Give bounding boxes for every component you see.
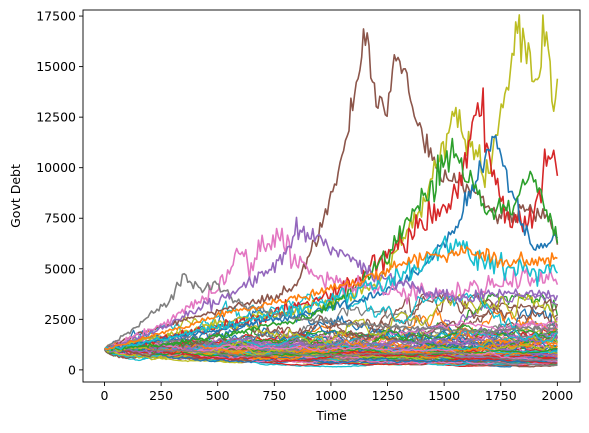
x-tick-label: 1000 bbox=[315, 388, 347, 403]
y-tick-label: 0 bbox=[68, 362, 76, 377]
highlighted-series-line bbox=[104, 137, 559, 352]
highlighted-series-line bbox=[103, 272, 559, 351]
y-tick-label: 2500 bbox=[44, 312, 76, 327]
y-tick-label: 5000 bbox=[44, 261, 76, 276]
y-tick-label: 10000 bbox=[36, 160, 76, 175]
x-axis-label: Time bbox=[315, 408, 347, 423]
x-tick-label: 1750 bbox=[485, 388, 517, 403]
highlighted-series-line bbox=[104, 28, 559, 350]
series-line bbox=[104, 294, 558, 358]
y-axis-label: Govt Debt bbox=[8, 164, 23, 228]
highlighted-series-line bbox=[104, 245, 558, 351]
series-line bbox=[104, 340, 558, 363]
x-tick-label: 500 bbox=[206, 388, 230, 403]
highlighted-series-line bbox=[104, 14, 559, 352]
tick-layer: 0 250 500 750 1000 1250 1500 1750 2000 0 2500 5000 7… bbox=[36, 9, 573, 403]
x-tick-label: 1250 bbox=[372, 388, 404, 403]
x-tick-label: 0 bbox=[101, 388, 109, 403]
highlighted-series-line bbox=[103, 235, 559, 351]
y-tick-label: 12500 bbox=[36, 110, 76, 125]
y-tick-label: 17500 bbox=[36, 9, 76, 24]
x-tick-label: 250 bbox=[149, 388, 173, 403]
x-tick-label: 750 bbox=[262, 388, 286, 403]
highlighted-series-line bbox=[104, 216, 559, 351]
plot-frame bbox=[82, 9, 581, 383]
y-tick-label: 7500 bbox=[44, 211, 76, 226]
y-tick-label: 15000 bbox=[36, 59, 76, 74]
series-line bbox=[104, 347, 558, 358]
x-tick-label: 2000 bbox=[541, 388, 573, 403]
series-line bbox=[104, 292, 558, 353]
x-tick-label: 1500 bbox=[428, 388, 460, 403]
series-line bbox=[104, 345, 558, 362]
series-layer bbox=[103, 14, 559, 368]
